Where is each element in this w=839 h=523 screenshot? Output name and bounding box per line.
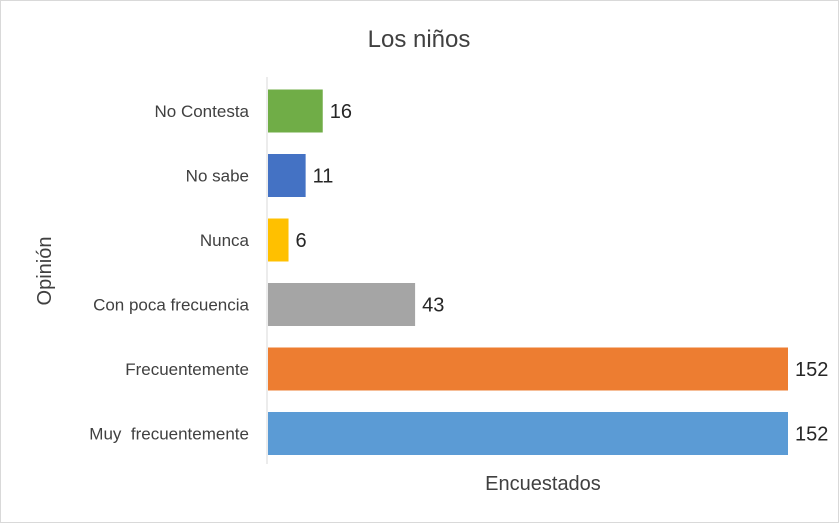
bar-con-poca-frecuencia — [268, 283, 416, 326]
y-axis-title: Opinión — [34, 237, 56, 306]
value-label: 11 — [313, 166, 334, 188]
value-label: 152 — [795, 424, 828, 446]
bar-no-sabe — [268, 154, 306, 197]
value-label: 16 — [330, 101, 352, 123]
value-label: 152 — [795, 359, 828, 381]
x-axis-title: Encuestados — [485, 473, 601, 495]
bar-nunca — [268, 218, 289, 262]
bar-frecuentemente — [268, 347, 788, 391]
bar-no-contesta — [268, 89, 323, 133]
category-label: No Contesta — [155, 102, 250, 121]
value-label: 6 — [296, 230, 307, 252]
value-label: 43 — [422, 295, 444, 317]
category-label: No sabe — [186, 167, 249, 186]
category-label: Muy frecuentemente — [89, 425, 249, 444]
chart-title: Los niños — [368, 26, 471, 53]
category-label: Con poca frecuencia — [93, 296, 249, 315]
bars-group: No Contesta 16 No sabe 11 Nunca 6 Con poca fre… — [89, 89, 828, 455]
category-label: Frecuentemente — [125, 360, 249, 379]
category-label: Nunca — [200, 231, 250, 250]
bar-muy-frecuentemente — [268, 412, 788, 455]
